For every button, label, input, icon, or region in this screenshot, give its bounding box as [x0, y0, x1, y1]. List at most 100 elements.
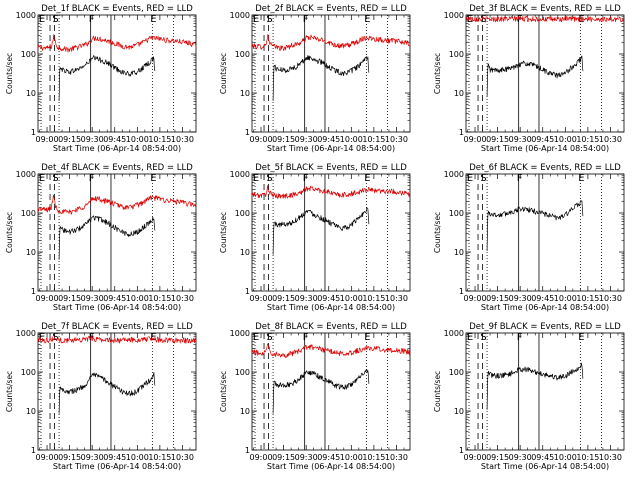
x-tick-label: 10:00: [126, 453, 149, 462]
y-axis-label: Counts/sec: [5, 212, 14, 253]
x-tick-label: 09:00: [463, 294, 486, 303]
y-tick-label: 100: [449, 209, 464, 218]
panel-title: Det_5f BLACK = Events, RED = LLD: [255, 163, 407, 173]
x-tick-label: 09:30: [81, 135, 104, 144]
plot-frame: [37, 14, 197, 133]
detector-panel: Det_8f BLACK = Events, RED = LLD 1 10 100 10…: [219, 322, 411, 471]
y-tick-label: 100: [449, 50, 464, 59]
marker-label: E: [39, 332, 45, 343]
detector-panel: Det_1f BLACK = Events, RED = LLD 1 10 100 10…: [5, 4, 197, 153]
y-tick-label: 1000: [16, 170, 36, 179]
x-tick-label: 09:00: [35, 453, 58, 462]
y-tick-label: 10: [26, 248, 36, 257]
x-tick-label: 09:15: [58, 453, 81, 462]
y-tick-label: 1000: [444, 170, 464, 179]
series-lld-line: [251, 185, 411, 199]
y-axis-label: Counts/sec: [433, 53, 442, 94]
series-lld-line: [251, 34, 411, 51]
plot-frame: [251, 173, 411, 292]
x-tick-label: 10:30: [599, 294, 622, 303]
plot-frame: [251, 332, 411, 451]
y-tick-label: 1: [245, 128, 250, 137]
marker-label: E: [578, 332, 584, 343]
y-axis-label: Counts/sec: [219, 53, 228, 94]
panel-title: Det_6f BLACK = Events, RED = LLD: [469, 163, 621, 173]
marker-label: S: [266, 332, 272, 343]
marker-label: E: [39, 173, 45, 184]
y-tick-label: 10: [240, 407, 250, 416]
x-tick-label: 09:00: [35, 135, 58, 144]
x-tick-label: 09:15: [486, 294, 509, 303]
marker-label: S: [480, 332, 486, 343]
series-lld-line: [37, 194, 197, 215]
series-lld-line: [37, 335, 197, 344]
marker-label: E: [39, 14, 45, 25]
x-axis-label: Start Time (06-Apr-14 08:54:00): [481, 462, 609, 471]
x-axis-label: Start Time (06-Apr-14 08:54:00): [53, 144, 181, 153]
series-events-line: [486, 362, 584, 410]
x-tick-label: 09:30: [509, 453, 532, 462]
panel-title: Det_4f BLACK = Events, RED = LLD: [41, 163, 193, 173]
y-tick-label: 1000: [16, 329, 36, 338]
x-axis-label: Start Time (06-Apr-14 08:54:00): [267, 462, 395, 471]
series-events-line: [272, 55, 370, 101]
marker-label: E: [150, 173, 156, 184]
marker-label: E: [150, 14, 156, 25]
marker-label: F: [303, 14, 309, 25]
x-tick-label: 09:00: [35, 294, 58, 303]
panel-title: Det_7f BLACK = Events, RED = LLD: [41, 322, 193, 332]
y-tick-label: 100: [235, 368, 250, 377]
x-tick-label: 10:30: [385, 294, 408, 303]
detector-panel: Det_6f BLACK = Events, RED = LLD 1 10 100 10…: [433, 163, 625, 312]
detector-panel: Det_5f BLACK = Events, RED = LLD 1 10 100 10…: [219, 163, 411, 312]
marker-label: S: [52, 173, 58, 184]
y-tick-label: 100: [449, 368, 464, 377]
detector-panel: Det_3f BLACK = Events, RED = LLD 1 10 100 10…: [433, 4, 625, 153]
y-tick-label: 1: [459, 446, 464, 455]
x-tick-label: 09:00: [463, 135, 486, 144]
x-tick-label: 10:15: [576, 453, 599, 462]
marker-label: E: [364, 332, 370, 343]
x-tick-label: 09:30: [81, 453, 104, 462]
y-axis-label: Counts/sec: [5, 53, 14, 94]
panel-title: Det_3f BLACK = Events, RED = LLD: [469, 4, 621, 14]
panel-title: Det_8f BLACK = Events, RED = LLD: [255, 322, 407, 332]
series-events-line: [58, 55, 156, 102]
marker-label: E: [364, 173, 370, 184]
y-tick-label: 10: [26, 89, 36, 98]
marker-label: F: [89, 14, 95, 25]
y-tick-label: 100: [21, 209, 36, 218]
y-axis-label: Counts/sec: [433, 212, 442, 253]
marker-label: S: [52, 332, 58, 343]
y-tick-label: 100: [21, 368, 36, 377]
x-axis-label: Start Time (06-Apr-14 08:54:00): [53, 303, 181, 312]
marker-label: E: [467, 332, 473, 343]
marker-label: F: [303, 173, 309, 184]
series-events-line: [486, 55, 584, 97]
series-events-line: [58, 372, 156, 414]
x-axis-label: Start Time (06-Apr-14 08:54:00): [267, 144, 395, 153]
x-tick-label: 09:45: [531, 294, 554, 303]
x-tick-label: 10:00: [554, 453, 577, 462]
marker-label: F: [303, 332, 309, 343]
marker-label: F: [517, 14, 523, 25]
x-axis-label: Start Time (06-Apr-14 08:54:00): [481, 144, 609, 153]
plot-frame: [251, 14, 411, 133]
y-tick-label: 1000: [444, 11, 464, 20]
x-tick-label: 10:15: [576, 294, 599, 303]
y-axis-label: Counts/sec: [219, 212, 228, 253]
x-tick-label: 09:45: [531, 135, 554, 144]
marker-label: F: [517, 173, 523, 184]
x-tick-label: 10:30: [385, 453, 408, 462]
marker-label: S: [266, 173, 272, 184]
x-tick-label: 09:30: [295, 453, 318, 462]
series-events-line: [58, 215, 156, 260]
series-lld-line: [37, 33, 197, 53]
plot-frame: [465, 173, 625, 292]
x-tick-label: 09:15: [486, 135, 509, 144]
plot-frame: [37, 173, 197, 292]
x-tick-label: 09:45: [317, 294, 340, 303]
marker-label: S: [52, 14, 58, 25]
x-tick-label: 09:00: [249, 135, 272, 144]
